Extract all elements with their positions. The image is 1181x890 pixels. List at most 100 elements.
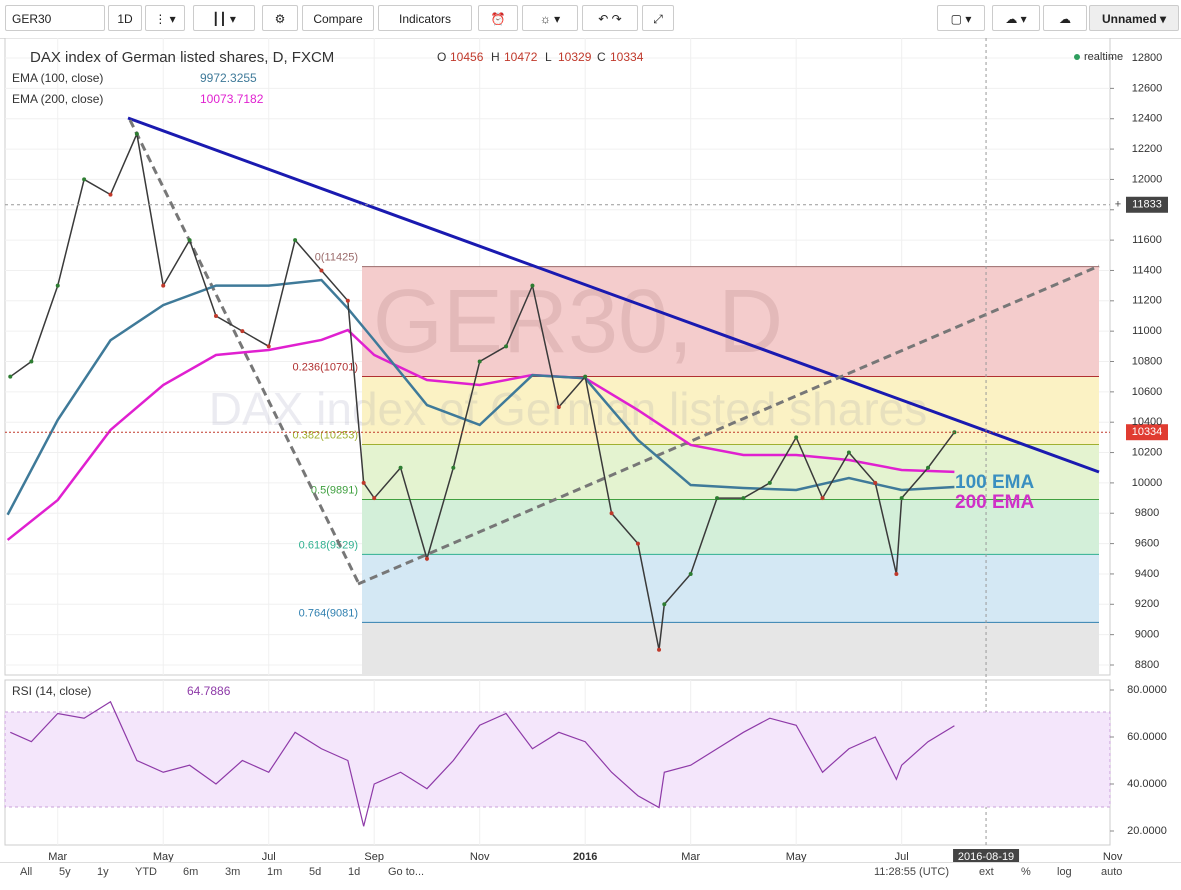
- scale-option[interactable]: %: [1021, 866, 1031, 878]
- fib-label: 0.5(9891): [311, 484, 358, 496]
- price-point: [688, 571, 693, 576]
- price-point: [741, 496, 746, 501]
- range-button[interactable]: 6m: [183, 866, 199, 878]
- price-point: [583, 374, 588, 379]
- price-point: [398, 465, 403, 470]
- x-tick-label: Jul: [262, 851, 276, 862]
- y-tick-label: 12200: [1132, 143, 1163, 155]
- compare[interactable]: Compare: [302, 5, 374, 31]
- price-point: [240, 329, 245, 334]
- scale-option[interactable]: log: [1057, 866, 1072, 878]
- price-point: [424, 556, 429, 561]
- y-tick-label: 11400: [1132, 264, 1162, 276]
- layout-name[interactable]: Unnamed ▾: [1089, 5, 1179, 31]
- range-button[interactable]: 5y: [59, 866, 71, 878]
- price-point: [134, 131, 139, 136]
- price-point: [662, 602, 667, 607]
- y-tick-label: 10600: [1132, 386, 1163, 398]
- settings[interactable]: ⚙: [262, 5, 298, 31]
- ohlc-value: 10472: [504, 50, 538, 64]
- price-line: [9, 131, 956, 650]
- y-tick-label: 11600: [1132, 234, 1162, 246]
- layout-label: Unnamed: [1101, 12, 1157, 26]
- goto[interactable]: Go to...: [388, 866, 425, 878]
- realtime-dot: [1074, 54, 1080, 60]
- crosshair-plus: +: [1115, 199, 1121, 211]
- range-button[interactable]: 1d: [348, 866, 361, 878]
- range-button[interactable]: YTD: [135, 866, 157, 878]
- x-tick-label: Sep: [364, 851, 384, 862]
- crosshair-badge: [1126, 196, 1168, 213]
- price-point: [55, 283, 60, 288]
- chart-style[interactable]: ┃┃ ▾: [193, 5, 255, 31]
- ema200-line: [6, 328, 955, 541]
- scale-option[interactable]: ext: [979, 866, 994, 878]
- rsi-legend: RSI (14, close): [12, 684, 91, 698]
- ohlc-value: 10334: [610, 50, 644, 64]
- price-point: [635, 541, 640, 546]
- y-tick-label: 10000: [1132, 477, 1163, 489]
- price-point: [926, 465, 931, 470]
- ideas[interactable]: ☼ ▾: [522, 5, 578, 31]
- price-point: [767, 480, 772, 485]
- price-point: [161, 283, 166, 288]
- price-point: [187, 238, 192, 243]
- y-tick-label: 12600: [1132, 82, 1163, 94]
- alert[interactable]: ⏰: [478, 5, 518, 31]
- ema100-value: 9972.3255: [200, 71, 257, 85]
- range-button[interactable]: 5d: [309, 866, 322, 878]
- fib-label: 0(11425): [315, 252, 358, 264]
- price-point: [213, 313, 218, 318]
- ohlc-value: 10456: [450, 50, 484, 64]
- price-point: [504, 344, 509, 349]
- y-tick-label: 10800: [1132, 355, 1163, 367]
- interval-menu[interactable]: ⋮ ▾: [145, 5, 185, 31]
- price-point: [345, 298, 350, 303]
- range-button[interactable]: 3m: [225, 866, 241, 878]
- range-button[interactable]: 1y: [97, 866, 109, 878]
- price-point: [293, 238, 298, 243]
- y-tick-label: 9800: [1135, 507, 1159, 519]
- price-point: [556, 405, 561, 410]
- price-point: [319, 268, 324, 273]
- realtime: realtime: [1084, 51, 1123, 63]
- price-point: [820, 496, 825, 501]
- ohlc-key: O: [437, 50, 446, 64]
- last-price-label: 10334: [1132, 426, 1163, 438]
- y-tick-label: 9200: [1135, 598, 1159, 610]
- symbol-input[interactable]: GER30: [5, 5, 105, 31]
- fullscreen[interactable]: ⤢: [642, 5, 674, 31]
- toolbar: GER30 1D ⋮ ▾ ┃┃ ▾ ⚙ Compare Indicators ⏰…: [0, 0, 1181, 39]
- x-tick-label: Jul: [895, 851, 909, 862]
- legend-title: DAX index of German listed shares, D, FX…: [30, 49, 334, 66]
- price-point: [372, 496, 377, 501]
- y-tick-label: 11000: [1132, 325, 1162, 337]
- interval[interactable]: 1D: [108, 5, 142, 31]
- load[interactable]: ☁ ▾: [992, 5, 1040, 31]
- watermark-name: DAX index of German listed shares: [209, 383, 927, 435]
- save[interactable]: ☁: [1043, 5, 1087, 31]
- y2-tick-label: 20.0000: [1127, 825, 1167, 837]
- ema100-legend: EMA (100, close): [12, 71, 103, 85]
- last-price-badge: [1126, 424, 1168, 441]
- ema100-annotation: 100 EMA: [955, 472, 1034, 493]
- price-point: [894, 571, 899, 576]
- ema200-annotation: 200 EMA: [955, 492, 1034, 513]
- price-point: [266, 344, 271, 349]
- x-tick-label: Nov: [470, 851, 490, 862]
- y-tick-label: 10400: [1132, 416, 1163, 428]
- indicators[interactable]: Indicators: [378, 5, 472, 31]
- color[interactable]: ▢ ▾: [937, 5, 985, 31]
- fib-band: [362, 622, 1099, 675]
- trend-line: [127, 116, 1100, 474]
- price-point: [530, 283, 535, 288]
- range-button[interactable]: 1m: [267, 866, 283, 878]
- undo-redo[interactable]: ↶ ↷: [582, 5, 638, 31]
- price-point: [361, 480, 366, 485]
- x-tick-label: Mar: [48, 851, 67, 862]
- ema200-legend: EMA (200, close): [12, 92, 103, 106]
- price-point: [8, 374, 13, 379]
- dashed-line: [357, 264, 1100, 586]
- range-button[interactable]: All: [20, 866, 33, 878]
- scale-option[interactable]: auto: [1101, 866, 1123, 878]
